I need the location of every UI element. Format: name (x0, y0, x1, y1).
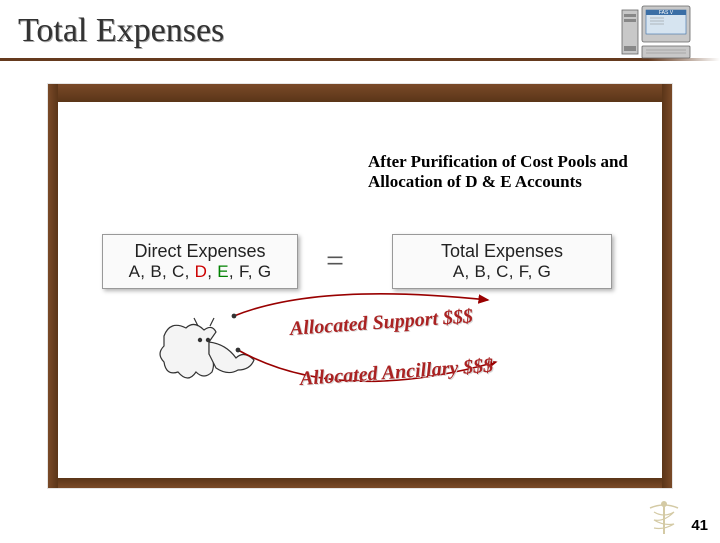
sub-heading: After Purification of Cost Pools and All… (368, 152, 628, 193)
content-frame: After Purification of Cost Pools and All… (48, 84, 672, 488)
equals-sign: = (326, 242, 344, 279)
direct-expenses-box: Direct Expenses A, B, C, D, E, F, G (102, 234, 298, 289)
slide: Total Expenses FAS V After Purification … (0, 0, 720, 540)
allocated-ancillary-label: Allocated Ancillary $$$ (299, 355, 494, 391)
direct-expenses-list: A, B, C, D, E, F, G (111, 262, 289, 282)
total-expenses-title: Total Expenses (401, 241, 603, 262)
bat-icon (154, 314, 264, 390)
total-expenses-list: A, B, C, F, G (401, 262, 603, 282)
page-title: Total Expenses (18, 12, 224, 50)
total-expenses-box: Total Expenses A, B, C, F, G (392, 234, 612, 289)
computer-screen-label: FAS V (659, 10, 674, 16)
direct-expenses-title: Direct Expenses (111, 241, 289, 262)
page-number: 41 (691, 517, 708, 534)
caduceus-icon (642, 500, 686, 538)
computer-icon: FAS V (620, 4, 692, 62)
allocated-support-label: Allocated Support $$$ (289, 305, 474, 341)
title-underline (0, 58, 720, 61)
